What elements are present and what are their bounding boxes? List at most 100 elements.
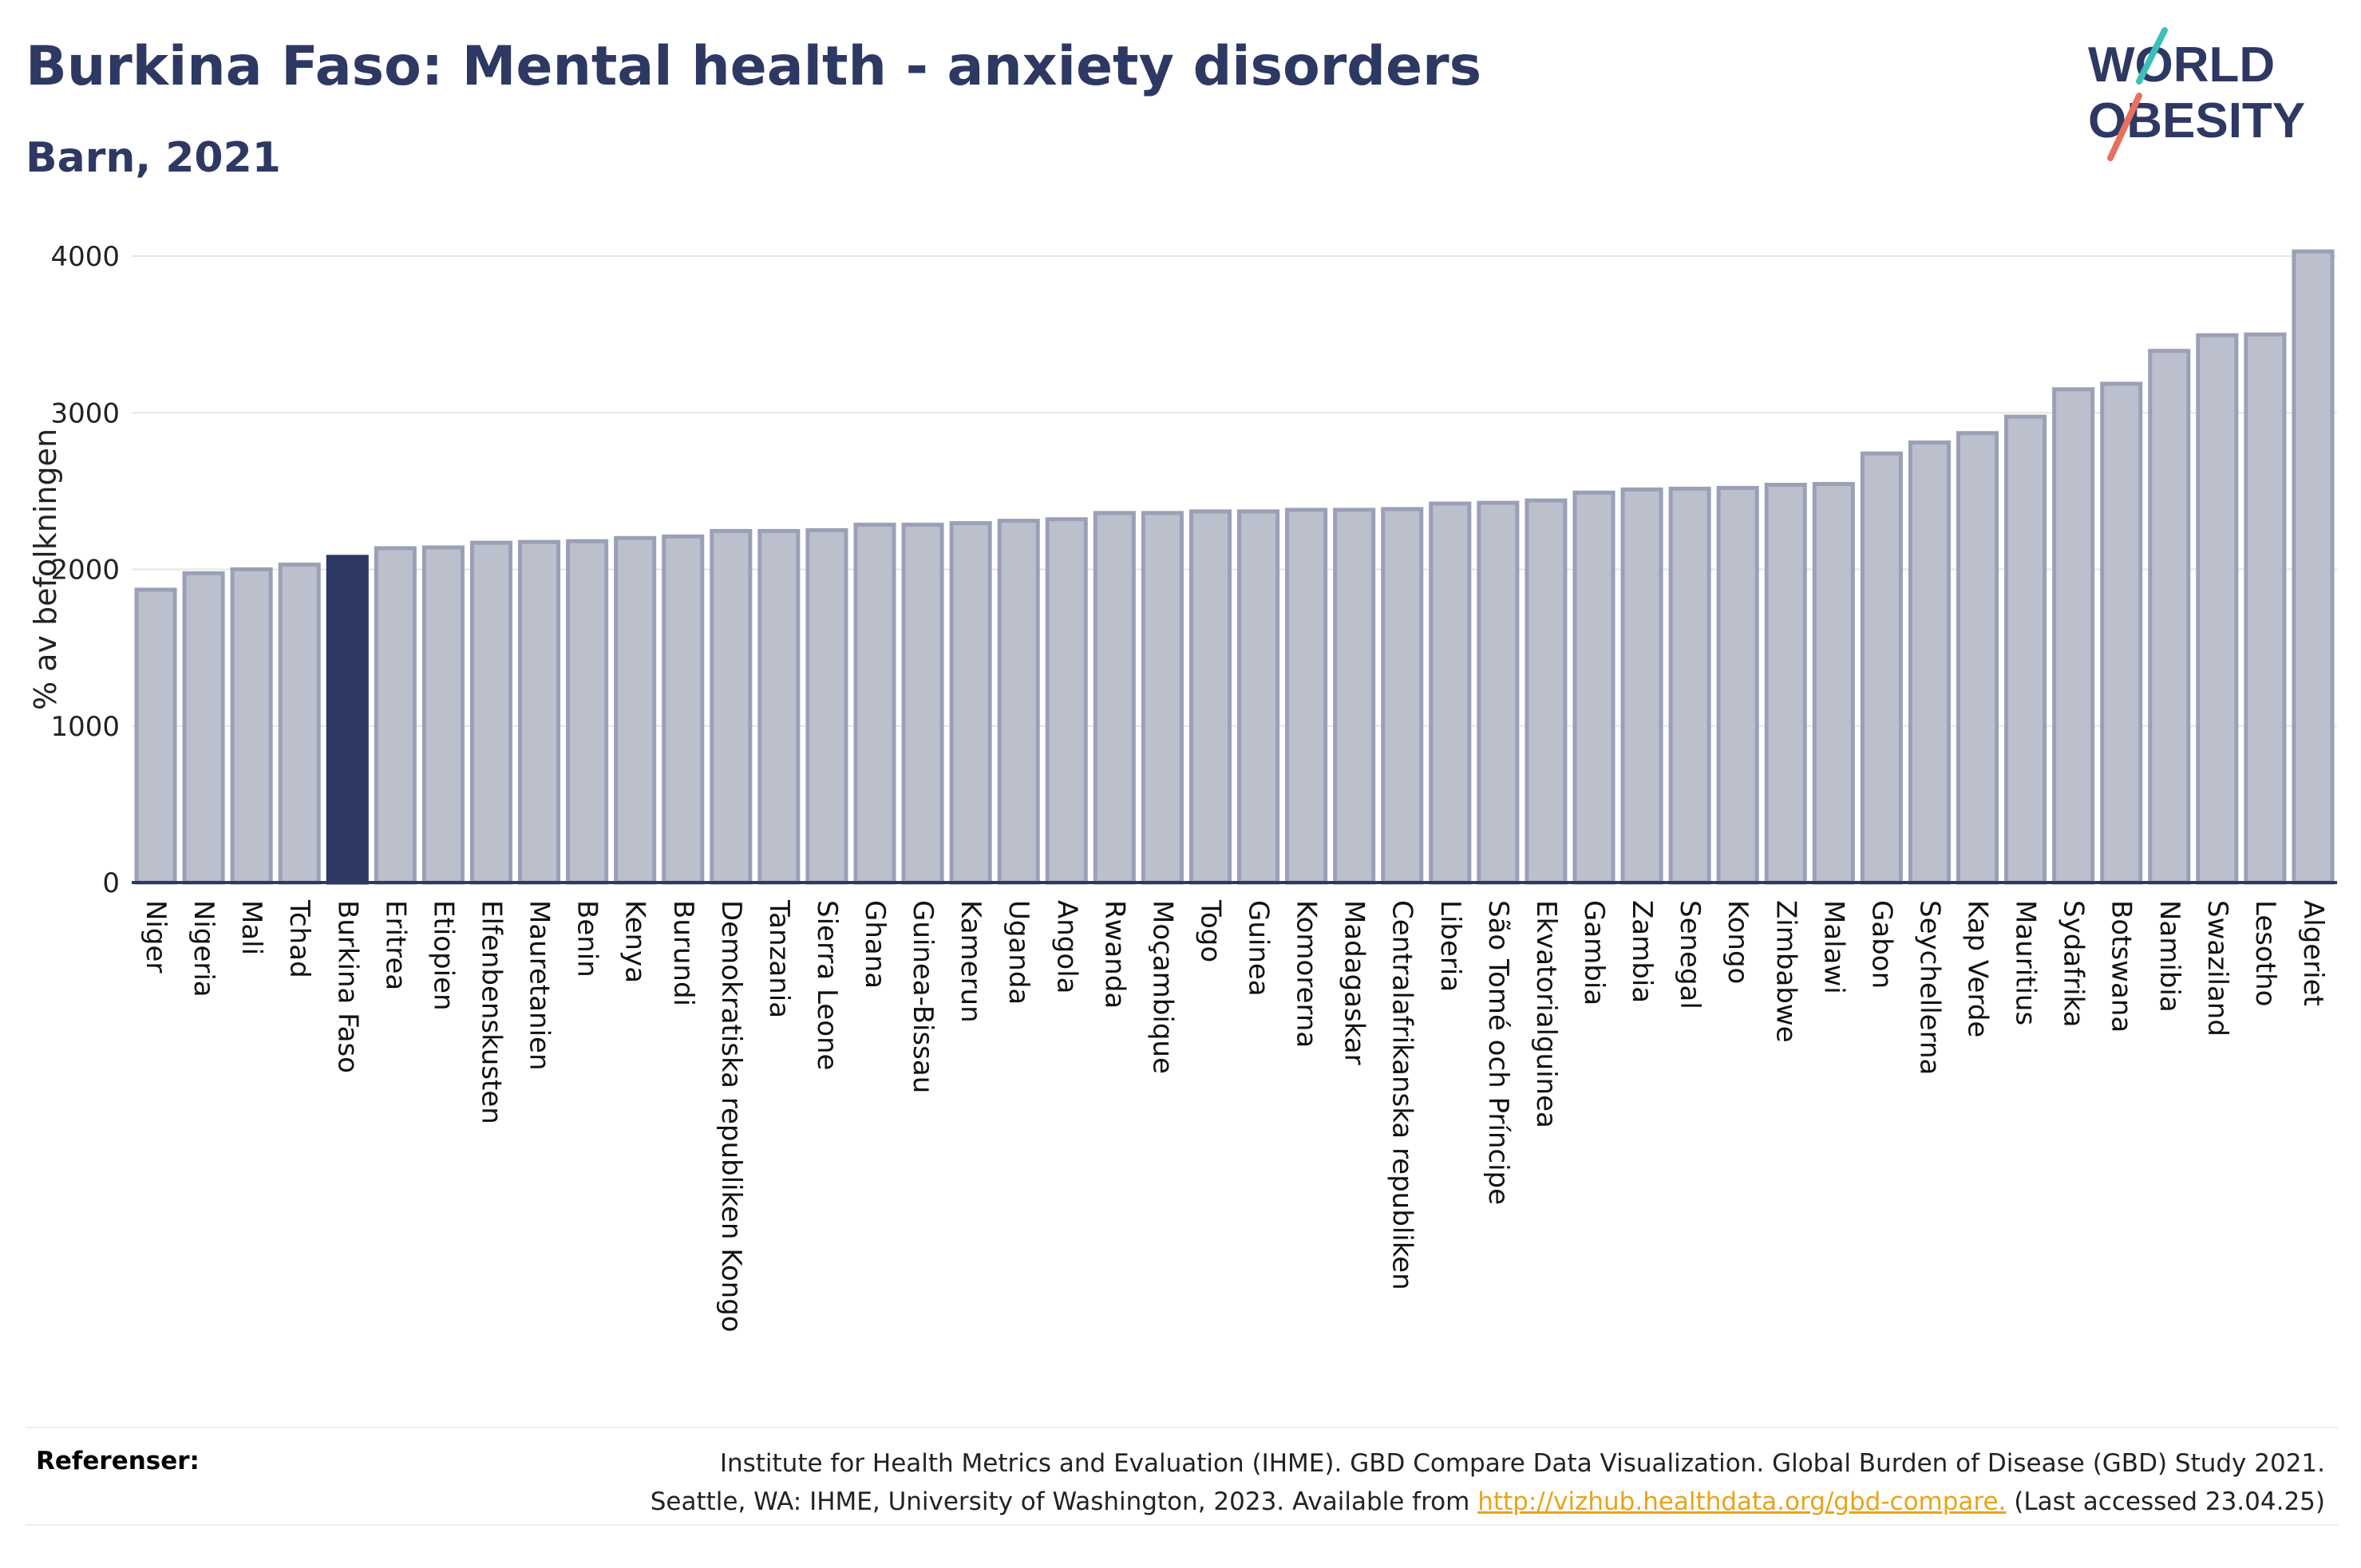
x-tick-label: Ekvatorialguinea: [1530, 900, 1562, 1128]
bar: [518, 539, 561, 885]
bar: [278, 563, 321, 885]
bar: [326, 555, 369, 885]
x-tick-label: Zimbabwe: [1770, 900, 1801, 1043]
y-tick-label: 3000: [50, 397, 120, 429]
y-tick-label: 0: [102, 867, 120, 899]
page-subtitle: Barn, 2021: [26, 134, 281, 182]
x-tick-label: Namibia: [2153, 900, 2185, 1013]
bar: [1525, 498, 1568, 885]
x-tick-label: Eritrea: [379, 900, 411, 990]
x-tick-label: Kenya: [619, 900, 651, 983]
bar: [182, 571, 225, 885]
x-tick-label: Kap Verde: [1962, 900, 1994, 1037]
x-tick-label: Elfenbenskusten: [475, 900, 507, 1124]
bar: [1572, 490, 1616, 885]
x-tick-label: Sydafrika: [2058, 900, 2090, 1027]
x-tick-label: Burkina Faso: [331, 900, 363, 1073]
bar: [757, 528, 801, 885]
logo-slash-bottom-icon: [2107, 93, 2142, 161]
x-tick-label: Gabon: [1865, 900, 1897, 989]
references-divider-top: [26, 1427, 2339, 1428]
x-tick-label: Mali: [235, 900, 267, 955]
bar-chart: 0 1000 2000 3000 4000 % av befolkningen Niger N…: [28, 241, 2337, 1333]
x-tick-label: Tchad: [283, 899, 315, 978]
x-tick-label: Malawi: [1817, 900, 1849, 994]
x-tick-label: Angola: [1050, 900, 1082, 993]
x-tick-label: Kongo: [1722, 900, 1754, 984]
bar: [1908, 440, 1951, 885]
y-tick-label: 4000: [50, 241, 120, 273]
x-tick-label: Zambia: [1626, 900, 1658, 1003]
bar: [1956, 431, 1999, 885]
bar: [1381, 507, 1424, 885]
bar: [230, 567, 273, 885]
y-axis-label: % av befolkningen: [28, 429, 63, 710]
logo-line-1: WORLD: [2088, 38, 2275, 93]
x-tick-label: Botswana: [2106, 900, 2138, 1033]
bar: [1429, 501, 1472, 885]
y-tick-label: 2000: [50, 555, 120, 587]
x-tick-label: Madagaskar: [1339, 900, 1370, 1065]
bar: [2196, 333, 2239, 885]
bar: [2148, 349, 2191, 885]
bar: [1668, 486, 1711, 885]
x-tick-label: Etiopien: [427, 900, 459, 1011]
bar: [2004, 414, 2047, 885]
references-link[interactable]: http://vizhub.healthdata.org/gbd-compare…: [1477, 1487, 2007, 1516]
x-tick-label: Ghana: [859, 900, 891, 989]
x-tick-label: Niger: [140, 900, 172, 973]
bar: [1285, 508, 1328, 885]
bar: [1237, 509, 1280, 885]
bar: [1188, 509, 1232, 885]
x-tick-label: Algeriet: [2297, 900, 2329, 1006]
bar: [997, 519, 1040, 885]
bar: [1333, 508, 1376, 885]
references-line-1: Institute for Health Metrics and Evaluat…: [719, 1449, 2325, 1478]
x-tick-label: Benin: [571, 900, 603, 978]
bar: [805, 527, 848, 885]
references-divider-bottom: [26, 1524, 2339, 1526]
x-tick-label: Demokratiska republiken Kongo: [715, 900, 747, 1333]
bar: [566, 539, 609, 885]
x-tick-label: São Tomé och Príncipe: [1482, 900, 1514, 1205]
x-tick-label: Centralafrikanska republiken: [1386, 900, 1418, 1290]
bar: [374, 546, 417, 885]
x-tick-label: Gambia: [1578, 900, 1610, 1005]
x-tick-label: Moçambique: [1146, 900, 1178, 1074]
x-tick-label: Guinea: [1243, 900, 1275, 997]
logo-slash-top-icon: [2136, 27, 2168, 85]
x-tick-label: Mauretanien: [524, 900, 556, 1071]
y-tick-label: 1000: [50, 711, 120, 743]
bar: [710, 528, 753, 885]
bar: [421, 545, 465, 885]
references-text: Institute for Health Metrics and Evaluat…: [489, 1444, 2325, 1521]
bar: [1093, 511, 1136, 885]
x-tick-label: Seychellerna: [1913, 900, 1945, 1075]
references-line-2-suffix: (Last accessed 23.04.25): [2006, 1487, 2325, 1516]
x-tick-label: Guinea-Bissau: [907, 900, 939, 1093]
bar: [469, 540, 513, 885]
x-tick-label: Tanzania: [763, 899, 795, 1018]
x-tick-label: Kamerun: [955, 900, 987, 1023]
bar: [949, 521, 992, 885]
x-tick-label: Nigeria: [188, 900, 219, 997]
bar: [1764, 483, 1807, 885]
x-tick-label: Togo: [1194, 899, 1226, 962]
bar: [1812, 482, 1855, 885]
x-tick-label: Lesotho: [2249, 900, 2281, 1006]
bar: [2052, 387, 2095, 885]
x-tick-label: Sierra Leone: [811, 900, 843, 1070]
bar: [1141, 511, 1184, 885]
bar: [1045, 517, 1088, 885]
bar: [134, 587, 177, 885]
bar: [853, 523, 896, 885]
x-tick-label: Swaziland: [2201, 900, 2233, 1037]
x-tick-label: Liberia: [1434, 900, 1466, 992]
bar: [662, 534, 705, 885]
x-tick-label: Burundi: [667, 900, 699, 1006]
bar: [614, 535, 657, 885]
page-title: Burkina Faso: Mental health - anxiety di…: [26, 35, 1482, 98]
bar: [2292, 249, 2335, 885]
world-obesity-logo: WORLD OBESITY: [2088, 27, 2305, 161]
x-tick-label: Mauritius: [2010, 900, 2042, 1025]
